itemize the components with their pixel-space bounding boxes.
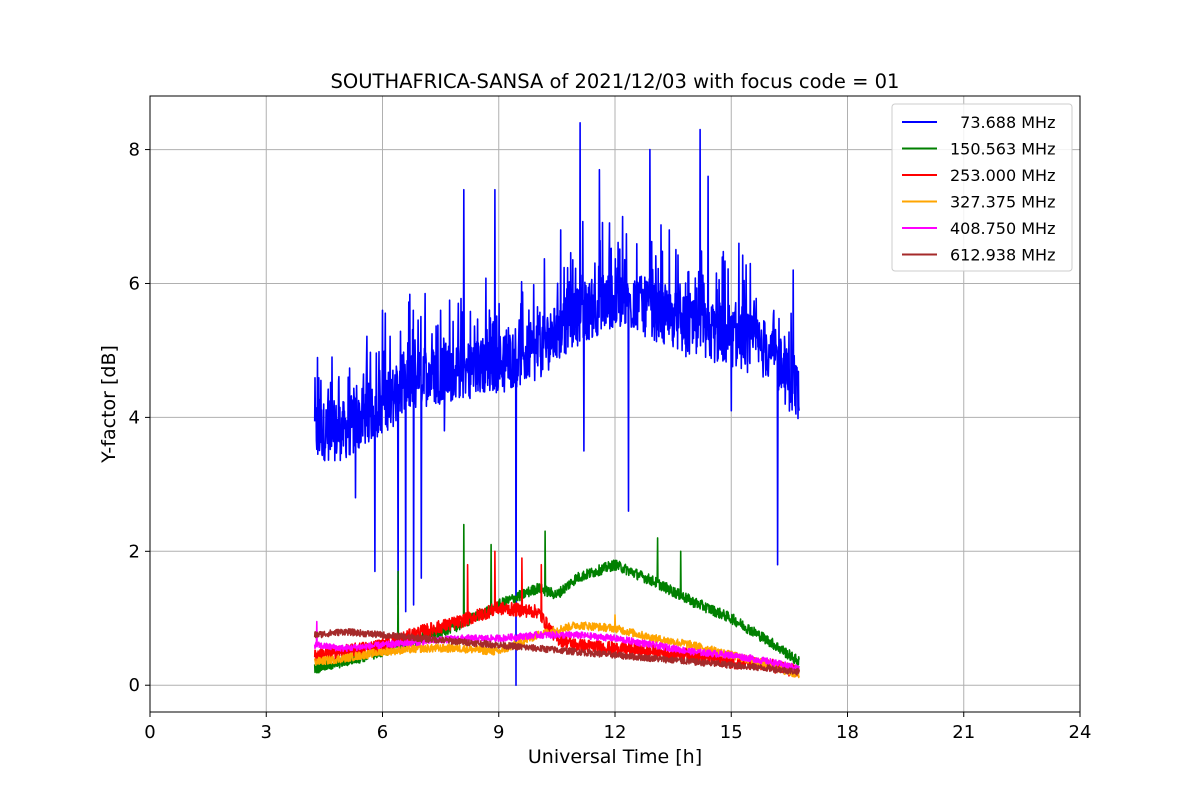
x-axis-title: Universal Time [h] [528, 746, 702, 768]
y-tick-label: 6 [129, 273, 140, 294]
x-tick-label: 15 [720, 722, 743, 743]
series-line-5 [313, 628, 800, 676]
y-tick-label: 8 [129, 140, 140, 161]
legend-label: 253.000 MHz [950, 166, 1055, 185]
legend-label: 73.688 MHz [950, 113, 1055, 132]
legend-label: 408.750 MHz [950, 219, 1055, 238]
x-tick-label: 9 [493, 722, 504, 743]
legend-label: 327.375 MHz [950, 193, 1055, 212]
legend-label: 612.938 MHz [950, 246, 1055, 265]
x-tick-label: 12 [604, 722, 627, 743]
legend: 73.688 MHz 150.563 MHz 253.000 MHz 327.375 … [891, 103, 1073, 272]
series-line-0 [313, 122, 800, 686]
chart-title: SOUTHAFRICA-SANSA of 2021/12/03 with foc… [331, 70, 900, 93]
legend-box [891, 103, 1073, 272]
legend-label: 150.563 MHz [950, 140, 1055, 159]
series-line-4 [313, 620, 800, 671]
y-tick-label: 0 [129, 675, 140, 696]
x-tick-label: 3 [261, 722, 272, 743]
y-tick-label: 4 [129, 407, 140, 428]
x-tick-label: 6 [377, 722, 388, 743]
x-tick-label: 0 [144, 722, 155, 743]
y-tick-label: 2 [129, 541, 140, 562]
x-tick-label: 21 [952, 722, 975, 743]
x-tick-label: 18 [836, 722, 859, 743]
plot-area [313, 122, 800, 686]
x-tick-label: 24 [1069, 722, 1092, 743]
y-axis-title: Y-factor [dB] [98, 345, 120, 464]
